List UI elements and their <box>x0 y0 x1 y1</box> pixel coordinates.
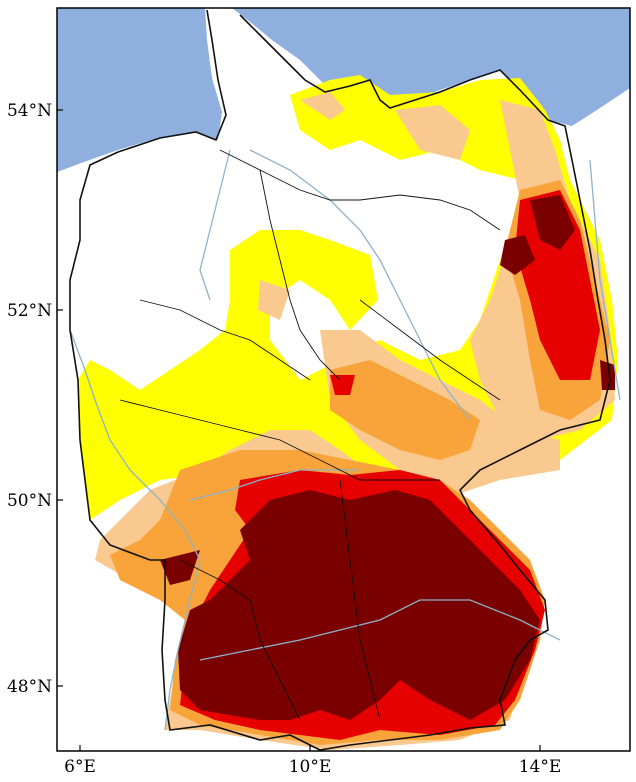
region-class-5 <box>160 195 615 720</box>
river-oder <box>589 159 621 401</box>
longitude-axis: 6°E 10°E 14°E <box>64 745 561 777</box>
north-sea <box>57 8 222 172</box>
borders <box>69 9 611 751</box>
map-border-frame <box>56 7 631 752</box>
lat-tick-label-52: 52°N <box>7 301 52 321</box>
lat-tick-label-48: 48°N <box>7 677 52 697</box>
rivers <box>69 149 621 731</box>
lon-tick-label-6: 6°E <box>64 757 96 777</box>
national-border <box>69 9 611 751</box>
river-danube <box>199 599 561 661</box>
lat-tick-label-54: 54°N <box>7 101 52 121</box>
lon-tick-label-10: 10°E <box>289 757 332 777</box>
lat-tick-label-50: 50°N <box>7 491 52 511</box>
river-weser <box>199 149 231 301</box>
state-borders <box>119 149 501 721</box>
latitude-axis: 54°N 52°N 50°N 48°N <box>7 101 63 697</box>
river-elbe <box>249 149 471 421</box>
lon-tick-label-14: 14°E <box>519 757 562 777</box>
drought-regions <box>78 75 618 750</box>
river-main <box>189 469 360 501</box>
river-rhine <box>69 329 201 731</box>
map-plot-area <box>57 8 630 751</box>
